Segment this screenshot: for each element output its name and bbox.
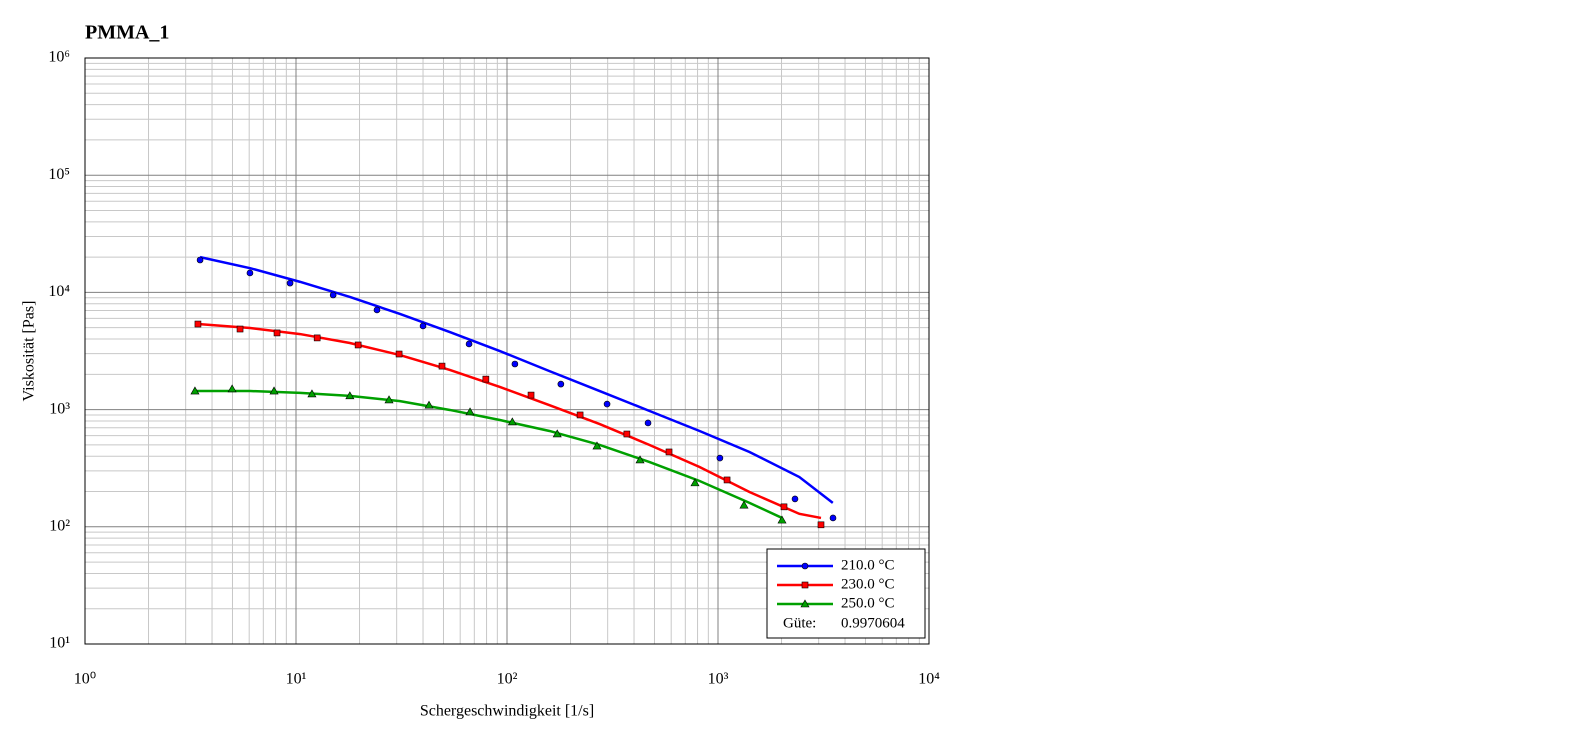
- x-tick-label: 10³: [708, 671, 729, 688]
- x-tick-label: 10⁰: [74, 671, 96, 688]
- marker: [527, 391, 535, 399]
- marker: [690, 478, 700, 487]
- legend-box: [766, 548, 926, 639]
- marker: [307, 389, 317, 398]
- marker: [623, 430, 631, 438]
- legend-label: 210.0 °C: [841, 557, 895, 573]
- marker: [777, 515, 787, 524]
- marker: [576, 411, 584, 419]
- marker: [723, 476, 731, 484]
- marker: [246, 269, 254, 277]
- y-tick-label: 10³: [49, 400, 70, 417]
- marker: [273, 329, 281, 337]
- annotation-label: Güte:: [783, 615, 816, 631]
- marker: [286, 279, 294, 287]
- marker: [716, 454, 724, 462]
- y-tick-label: 10⁵: [48, 166, 70, 183]
- marker: [196, 256, 204, 264]
- marker: [644, 419, 652, 427]
- marker: [829, 514, 837, 522]
- marker: [482, 375, 490, 383]
- marker: [345, 391, 355, 400]
- marker: [194, 320, 202, 328]
- marker: [227, 384, 237, 393]
- marker: [665, 448, 673, 456]
- marker: [354, 341, 362, 349]
- x-axis-label: Schergeschwindigkeit [1/s]: [420, 703, 594, 720]
- fit-line: [194, 389, 783, 520]
- y-tick-label: 10⁶: [48, 49, 70, 66]
- y-tick-label: 10²: [49, 517, 70, 534]
- legend-label: 250.0 °C: [841, 595, 895, 611]
- marker: [603, 400, 611, 408]
- annotation-value: 0.9970604: [841, 615, 905, 631]
- marker: [801, 562, 809, 570]
- x-tick-label: 10²: [497, 671, 518, 688]
- marker: [438, 362, 446, 370]
- marker: [424, 400, 434, 409]
- marker: [557, 380, 565, 388]
- chart-title: PMMA_1: [85, 22, 169, 44]
- x-tick-label: 10¹: [286, 671, 307, 688]
- marker: [507, 417, 517, 426]
- marker: [313, 334, 321, 342]
- y-tick-label: 10⁴: [48, 283, 70, 300]
- marker: [780, 503, 788, 511]
- marker: [236, 325, 244, 333]
- marker: [817, 521, 825, 529]
- marker: [395, 350, 403, 358]
- marker: [635, 455, 645, 464]
- fit-line: [199, 255, 834, 504]
- marker: [465, 407, 475, 416]
- marker: [384, 395, 394, 404]
- marker: [739, 500, 749, 509]
- x-tick-label: 10⁴: [918, 671, 940, 688]
- marker: [791, 495, 799, 503]
- marker: [801, 581, 809, 589]
- marker: [552, 429, 562, 438]
- marker: [592, 441, 602, 450]
- marker: [419, 322, 427, 330]
- marker: [190, 386, 200, 395]
- fit-line: [197, 322, 822, 520]
- marker: [465, 340, 473, 348]
- legend-label: 230.0 °C: [841, 576, 895, 592]
- y-tick-label: 10¹: [49, 635, 70, 652]
- marker: [373, 306, 381, 314]
- y-axis-label: Viskosität [Pas]: [21, 301, 38, 402]
- marker: [800, 599, 810, 608]
- marker: [511, 360, 519, 368]
- marker: [329, 291, 337, 299]
- marker: [269, 386, 279, 395]
